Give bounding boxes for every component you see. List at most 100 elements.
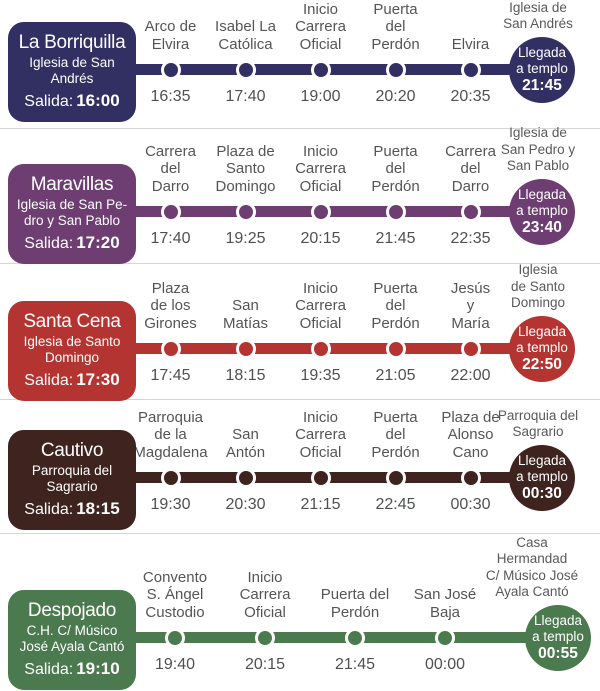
stop-time: 20:20 [375, 88, 416, 105]
route-stop: Puerta del Perdón 22:45 [358, 400, 433, 533]
arrival-place-label: Casa Hermandad C/ Músico José Ayala Cant… [485, 535, 579, 599]
stop-dot [235, 60, 256, 80]
stop-dot [310, 202, 331, 222]
route-stop: Carrera del Darro 17:40 [133, 129, 208, 263]
stop-dot [310, 468, 331, 488]
route-stop: Inicio Carrera Oficial 19:00 [283, 0, 358, 128]
salida-label: Salida: [24, 93, 74, 111]
stop-dot [235, 339, 256, 359]
route-stop: San Matías 18:15 [208, 264, 283, 399]
stop-label: San Matías [222, 297, 268, 332]
stop-time: 20:35 [450, 88, 491, 105]
stop-label: San Antón [225, 426, 266, 461]
stop-time: 17:40 [150, 230, 191, 247]
procession-name: Maravillas [30, 173, 114, 195]
arrival-circle: Llegada a templo 23:40 [509, 179, 575, 245]
llegada-label: Llegada a templo [516, 44, 568, 76]
stop-label: Puerta del Perdón [371, 142, 420, 195]
stop-dot [310, 339, 331, 359]
route-stop: Convento S. Ángel Custodio 19:40 [130, 534, 220, 691]
route-stop: Plaza de Santo Domingo 19:25 [208, 129, 283, 263]
stop-dot [385, 339, 406, 359]
procession-start-card: La Borriquilla Iglesia de San Andrés Sal… [8, 21, 136, 123]
procession-row-despojado: Despojado C.H. C/ Músico José Ayala Cant… [0, 533, 600, 691]
route-stop: Puerta del Perdón 21:45 [310, 534, 400, 691]
stop-dot [310, 60, 331, 80]
departure-time-line: Salida: 16:00 [12, 91, 132, 111]
stop-time: 21:05 [375, 367, 416, 384]
salida-label: Salida: [24, 501, 74, 519]
stop-time: 16:35 [150, 88, 191, 105]
salida-time: 18:15 [76, 499, 120, 519]
stop-time: 20:30 [225, 496, 266, 513]
stop-dot [385, 202, 406, 222]
stop-dot [345, 628, 365, 648]
stop-label: Puerta del Perdón [371, 0, 420, 53]
route-stop: San José Baja 00:00 [400, 534, 490, 691]
arrival-place-label: Iglesia de San Andrés [503, 0, 573, 31]
llegada-label: Llegada a templo [516, 452, 568, 484]
route-stop: Carrera del Darro 22:35 [433, 129, 508, 263]
route-line [110, 64, 565, 75]
stop-time: 19:25 [225, 230, 266, 247]
stop-label: Carrera del Darro [445, 142, 496, 195]
arrival-place-label: Iglesia de Santo Domingo [510, 262, 566, 310]
procession-row-la-borriquilla: La Borriquilla Iglesia de San Andrés Sal… [0, 0, 600, 128]
stop-label: Plaza de los Girones [144, 279, 197, 332]
stop-label: Convento S. Ángel Custodio [142, 568, 208, 621]
procession-origin-church: Iglesia de San Andrés [29, 55, 115, 87]
salida-label: Salida: [24, 372, 74, 390]
procession-row-cautivo: Cautivo Parroquia del Sagrario Salida: 18… [0, 399, 600, 533]
route-stops: Carrera del Darro 17:40 Plaza de Santo D… [133, 129, 508, 263]
stop-label: Puerta del Perdón [371, 279, 420, 332]
route-stop: Inicio Carrera Oficial 19:35 [283, 264, 358, 399]
route-line [110, 472, 565, 483]
stop-dot [160, 339, 181, 359]
procession-row-maravillas: Maravillas Iglesia de San Pe- dro y San … [0, 125, 600, 265]
procession-name: La Borriquilla [18, 31, 126, 53]
route-stop: Inicio Carrera Oficial 20:15 [220, 534, 310, 691]
procession-name: Despojado [27, 599, 117, 621]
stop-dot [235, 468, 256, 488]
route-stop: Puerta del Perdón 21:45 [358, 129, 433, 263]
stop-time: 20:15 [244, 656, 286, 673]
stop-dot [460, 468, 481, 488]
route-line [110, 343, 565, 354]
stop-dot [255, 628, 275, 648]
procession-start-card: Cautivo Parroquia del Sagrario Salida: 18… [8, 429, 136, 531]
route-stop: Plaza de los Girones 17:45 [133, 264, 208, 399]
stop-label: Carrera del Darro [145, 142, 196, 195]
stop-dot [385, 468, 406, 488]
route-stops: Parroquia de la Magdalena 19:30 San Antó… [133, 400, 508, 533]
salida-label: Salida: [24, 661, 74, 679]
stop-dot [385, 60, 406, 80]
departure-time-line: Salida: 17:20 [12, 233, 132, 253]
route-stops: Arco de Elvira 16:35 Isabel La Católica … [133, 0, 508, 128]
stop-label: Inicio Carrera Oficial [295, 0, 346, 53]
procession-origin-church: Iglesia de Santo Domingo [23, 334, 121, 366]
route-stop: Puerta del Perdón 20:20 [358, 0, 433, 128]
arrival-time: 21:45 [522, 77, 562, 95]
stop-label: Inicio Carrera Oficial [295, 279, 346, 332]
stop-dot [160, 60, 181, 80]
stop-time: 21:15 [300, 496, 341, 513]
route-stops: Plaza de los Girones 17:45 San Matías 18… [133, 264, 508, 399]
stop-label: Inicio Carrera Oficial [295, 142, 346, 195]
llegada-label: Llegada a templo [532, 612, 584, 644]
procession-origin-church: C.H. C/ Músico José Ayala Cantó [19, 623, 125, 655]
stop-dot [435, 628, 455, 648]
stop-label: Elvira [451, 35, 490, 53]
stop-time: 21:45 [375, 230, 416, 247]
route-stops: Convento S. Ángel Custodio 19:40 Inicio … [130, 534, 490, 691]
stop-time: 21:45 [334, 656, 376, 673]
route-stop: Arco de Elvira 16:35 [133, 0, 208, 128]
arrival-time: 00:30 [522, 485, 562, 503]
stop-label: Parroquia de la Magdalena [133, 408, 208, 461]
stop-label: Plaza de Santo Domingo [215, 142, 276, 195]
stop-time: 19:35 [300, 367, 341, 384]
stop-time: 17:40 [225, 88, 266, 105]
procession-start-card: Santa Cena Iglesia de Santo Domingo Sali… [8, 300, 136, 402]
stop-dot [160, 202, 181, 222]
arrival-circle: Llegada a templo 00:30 [509, 445, 575, 511]
stop-label: Isabel La Católica [215, 18, 276, 53]
